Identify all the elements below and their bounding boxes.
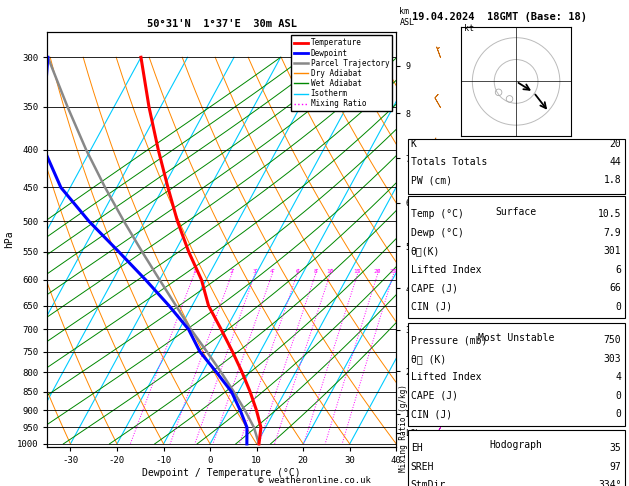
Text: 0: 0 (616, 391, 621, 401)
Text: 66: 66 (610, 283, 621, 293)
Text: 4: 4 (616, 372, 621, 382)
Text: θᴇ (K): θᴇ (K) (411, 354, 446, 364)
Text: 19.04.2024  18GMT (Base: 18): 19.04.2024 18GMT (Base: 18) (412, 12, 587, 22)
Text: 6: 6 (616, 265, 621, 275)
Text: km
ASL: km ASL (399, 7, 415, 27)
Text: 2: 2 (230, 269, 233, 275)
Text: 1: 1 (192, 269, 196, 275)
Text: Lifted Index: Lifted Index (411, 372, 481, 382)
Text: 1.8: 1.8 (604, 175, 621, 186)
Text: 15: 15 (353, 269, 361, 275)
Text: 10: 10 (326, 269, 334, 275)
Text: 35: 35 (610, 443, 621, 453)
Text: θᴇ(K): θᴇ(K) (411, 246, 440, 256)
Text: Temp (°C): Temp (°C) (411, 209, 464, 219)
Text: 97: 97 (610, 462, 621, 471)
Text: SREH: SREH (411, 462, 434, 471)
Text: Surface: Surface (496, 207, 537, 216)
Text: Pressure (mb): Pressure (mb) (411, 335, 487, 346)
Text: Dewp (°C): Dewp (°C) (411, 228, 464, 238)
Text: 20: 20 (374, 269, 381, 275)
Text: CAPE (J): CAPE (J) (411, 391, 458, 401)
Legend: Temperature, Dewpoint, Parcel Trajectory, Dry Adiabat, Wet Adiabat, Isotherm, Mi: Temperature, Dewpoint, Parcel Trajectory… (291, 35, 392, 111)
Text: Most Unstable: Most Unstable (478, 332, 554, 343)
Text: 4: 4 (270, 269, 274, 275)
Title: 50°31'N  1°37'E  30m ASL: 50°31'N 1°37'E 30m ASL (147, 19, 297, 30)
Text: 3: 3 (253, 269, 257, 275)
Text: PW (cm): PW (cm) (411, 175, 452, 186)
Text: Mixing Ratio (g/kg): Mixing Ratio (g/kg) (399, 384, 408, 472)
Text: CIN (J): CIN (J) (411, 302, 452, 312)
Text: 7.9: 7.9 (604, 228, 621, 238)
Text: Hodograph: Hodograph (489, 440, 543, 451)
Text: © weatheronline.co.uk: © weatheronline.co.uk (258, 476, 371, 485)
Text: 301: 301 (604, 246, 621, 256)
Text: CAPE (J): CAPE (J) (411, 283, 458, 293)
Text: 334°: 334° (598, 480, 621, 486)
Text: 8: 8 (313, 269, 317, 275)
Text: K: K (411, 139, 416, 149)
Text: Lifted Index: Lifted Index (411, 265, 481, 275)
Text: Totals Totals: Totals Totals (411, 157, 487, 167)
Text: 10.5: 10.5 (598, 209, 621, 219)
Text: 25: 25 (390, 269, 397, 275)
Text: kt: kt (464, 24, 474, 33)
Text: 0: 0 (616, 302, 621, 312)
Text: 6: 6 (295, 269, 299, 275)
Text: StmDir: StmDir (411, 480, 446, 486)
Text: 0: 0 (616, 409, 621, 419)
Text: 750: 750 (604, 335, 621, 346)
Text: 20: 20 (610, 139, 621, 149)
Y-axis label: hPa: hPa (4, 230, 14, 248)
Text: 44: 44 (610, 157, 621, 167)
Text: 303: 303 (604, 354, 621, 364)
Text: CIN (J): CIN (J) (411, 409, 452, 419)
X-axis label: Dewpoint / Temperature (°C): Dewpoint / Temperature (°C) (142, 468, 301, 478)
Text: EH: EH (411, 443, 423, 453)
